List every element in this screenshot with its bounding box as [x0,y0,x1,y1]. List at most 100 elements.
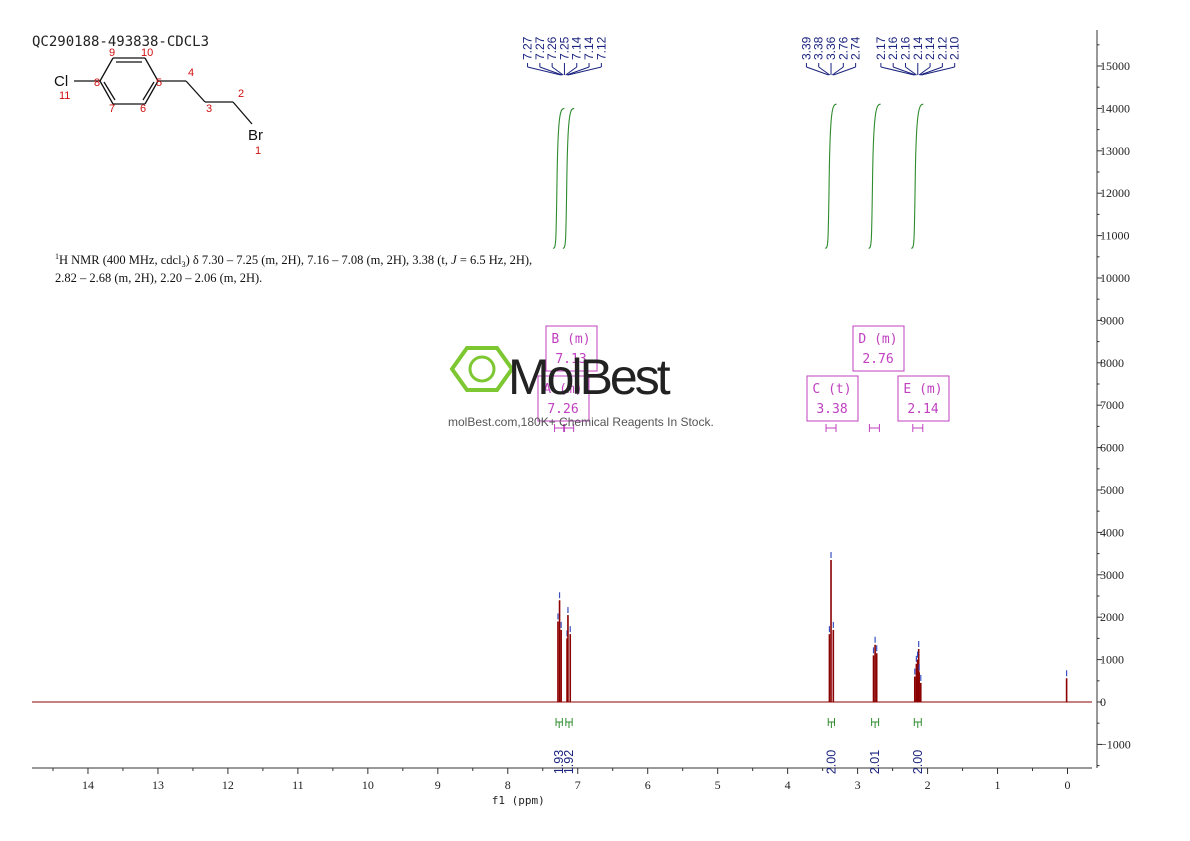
integral-labels: 1.931.92 2.00 2.01 2.00 [552,718,925,774]
watermark-tagline: molBest.com,180K+ Chemical Reagents In S… [448,415,714,429]
y-tick-label: 2000 [1100,610,1124,624]
atom-number: 8 [94,77,100,89]
peak-label: 7.14 [570,36,584,60]
peak-label-leader [918,66,931,76]
peak-label-leader [565,66,578,76]
x-tick-label: 13 [152,778,164,792]
atom-number: 11 [59,90,70,102]
atom-numbers: 1 2 3 4 5 6 7 8 9 10 11 [59,47,261,157]
multiplet-label: E (m) [903,382,942,397]
peak-label-leader [833,66,856,76]
integral-curve [911,103,924,249]
description-part: = 6.5 Hz, 2H), [457,253,532,267]
peak-label: 2.16 [898,36,912,60]
x-tick-label: 8 [505,778,511,792]
integral-value: 2.00 [911,750,925,774]
integral-value: 1.92 [562,750,576,774]
bond [144,57,159,82]
x-tick-label: 3 [855,778,861,792]
peak-label: 2.17 [874,36,888,60]
y-tick-label: 3000 [1100,568,1124,582]
peak-label: 3.39 [799,36,813,60]
peak-label-leader [831,66,844,76]
peak-label: 7.12 [594,36,608,60]
peak-label: 7.14 [582,36,596,60]
x-tick-label: 5 [715,778,721,792]
multiplet-shift: 2.76 [862,352,893,367]
x-axis: 14 13 12 11 10 9 8 7 6 5 4 3 2 1 0f1 (ppm) [32,767,1092,807]
bond [103,81,116,101]
multiplet-label: B (m) [551,332,590,347]
y-tick-label: 6000 [1100,441,1124,455]
peak-label: 7.27 [533,36,547,60]
peak-labels: 7.277.277.267.257.147.147.12 3.393.383.36… [521,36,962,76]
peak-label-leader [567,66,602,76]
spectrum [32,551,1092,703]
peak-label: 2.10 [948,36,962,60]
peak-label-leader [893,66,916,76]
multiplet-box [545,325,598,372]
atom-number: 5 [156,77,162,89]
watermark: MolBest molBest.com,180K+ Chemical Reage… [448,346,714,429]
chlorine-label: Cl [54,73,68,90]
peak-label-leader [566,66,590,76]
y-tick-label: 5000 [1100,483,1124,497]
atom-number: 7 [109,103,115,115]
solvent-subscript: 3 [182,260,186,269]
chemical-structure [74,57,253,125]
nmr-description-line2: 2.82 – 2.68 (m, 2H), 2.20 – 2.06 (m, 2H)… [55,271,262,285]
multiplet-label: A (m) [543,382,582,397]
peak-label: 2.76 [836,36,850,60]
peak-label-leader [818,66,831,76]
peak-label: 2.14 [923,36,937,60]
y-tick-label: 13000 [1100,144,1130,158]
sample-id: QC290188-493838-CDCL3 [32,34,209,50]
peak-label-leader [905,66,917,76]
peak-label: 3.36 [824,36,838,60]
y-tick-label: 1000 [1100,653,1124,667]
multiplet-shift: 2.14 [907,402,938,417]
y-tick-label: 15000 [1100,59,1130,73]
x-tick-label: 12 [222,778,234,792]
y-tick-label: 14000 [1100,101,1130,115]
bond [185,80,206,103]
multiplet-shift: 3.38 [816,402,847,417]
x-tick-label: 6 [645,778,651,792]
x-tick-label: 2 [925,778,931,792]
x-tick-label: 10 [362,778,374,792]
y-tick-label: 0 [1100,695,1106,709]
x-tick-label: 4 [785,778,791,792]
y-tick-label: 11000 [1100,229,1130,243]
molbest-logo-icon [449,346,515,392]
peak-label: 3.38 [812,36,826,60]
peak-label: 2.74 [849,36,863,60]
integral-curves [552,103,924,249]
atom-number: 4 [188,67,194,79]
peak-label: 7.26 [545,36,559,60]
watermark-brand: MolBest [508,349,671,405]
nucleus-superscript: 1 [55,252,59,261]
peak-label: 2.12 [935,36,949,60]
multiplet-box [806,375,859,422]
y-tick-label: −1000 [1100,737,1131,751]
peak-label: 7.25 [557,36,571,60]
peak-label-leader [920,66,943,76]
x-tick-label: 7 [575,778,581,792]
multiplet-label: C (t) [812,382,851,397]
y-axis: −1000 0 1000 2000 3000 4000 5000 6000 7000 8000 90… [1096,30,1131,768]
y-tick-label: 7000 [1100,398,1124,412]
x-tick-label: 9 [435,778,441,792]
y-tick-label: 10000 [1100,271,1130,285]
bromine-label: Br [248,127,263,144]
atom-number: 2 [238,88,244,100]
y-tick-label: 4000 [1100,525,1124,539]
multiplet-shift: 7.26 [547,402,578,417]
peak-label-leader [880,66,915,76]
description-part: H NMR (400 MHz, cdcl [59,253,182,267]
description-part: ) δ 7.30 – 7.25 (m, 2H), 7.16 – 7.08 (m,… [186,253,452,267]
atom-number: 9 [109,47,115,59]
multiplet-label: D (m) [858,332,897,347]
integral-value: 2.01 [868,750,882,774]
atom-number: 6 [140,103,146,115]
